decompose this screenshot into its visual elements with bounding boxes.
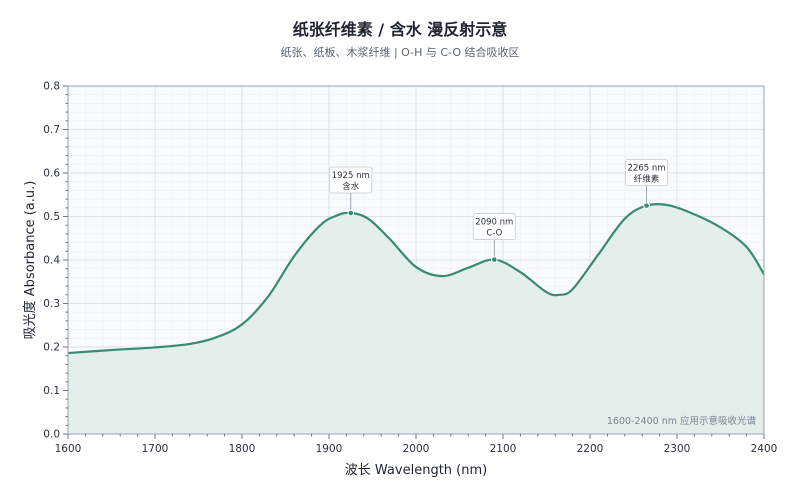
peak-marker — [643, 202, 650, 209]
x-tick-label: 2000 — [403, 443, 430, 455]
y-tick-label: 0.7 — [43, 124, 60, 136]
annotation-wavelength: 2090 nm — [475, 218, 513, 228]
y-tick-label: 0.5 — [43, 211, 60, 223]
y-tick-label: 0.4 — [43, 255, 60, 267]
peak-annotation: 2090 nmC-O — [472, 213, 516, 263]
chart-subtitle: 纸张、纸板、木浆纤维 | O-H 与 C-O 结合吸收区 — [280, 46, 520, 59]
y-tick-label: 0.8 — [43, 81, 60, 93]
x-axis-ticks: 1600 1700 1800 1900 2000 2100 2200 2300 2400 — [55, 434, 778, 455]
peak-marker — [347, 209, 355, 217]
annotation-box — [329, 166, 373, 194]
chart-footnote: 1600-2400 nm 应用示意吸收光谱 — [607, 415, 757, 427]
annotation-wavelength: 1925 nm — [332, 171, 370, 181]
annotation-wavelength: 2265 nm — [628, 164, 666, 174]
x-tick-label: 2300 — [664, 443, 691, 455]
x-tick-label: 1800 — [229, 443, 256, 455]
x-tick-label: 1600 — [55, 443, 82, 455]
annotation-assignment: 纤维素 — [634, 174, 660, 185]
x-tick-label: 1700 — [142, 443, 169, 455]
y-tick-label: 0.0 — [43, 429, 60, 441]
absorbance-line — [67, 202, 765, 355]
annotation-box — [625, 159, 668, 187]
y-tick-label: 0.2 — [43, 342, 60, 354]
y-tick-label: 0.6 — [43, 168, 60, 180]
peak-marker — [491, 256, 498, 263]
x-tick-label: 1900 — [316, 443, 343, 455]
annotation-box — [472, 213, 516, 240]
y-axis-ticks: 0.0 0.1 0.2 0.3 0.4 0.5 0.6 0.7 0.8 — [43, 81, 68, 441]
x-tick-label: 2100 — [490, 443, 517, 455]
annotation-assignment: 含水 — [342, 181, 360, 192]
annotation-assignment: C-O — [486, 229, 502, 239]
x-axis-label: 波长 Wavelength (nm) — [345, 463, 487, 478]
y-tick-label: 0.3 — [43, 298, 60, 310]
x-tick-label: 2400 — [751, 443, 778, 455]
y-tick-label: 0.1 — [43, 385, 60, 397]
x-tick-label: 2200 — [577, 443, 604, 455]
chart-title: 纸张纤维素 / 含水 漫反射示意 — [292, 20, 508, 39]
absorbance-area — [68, 204, 764, 434]
y-axis-label: 吸光度 Absorbance (a.u.) — [22, 181, 38, 340]
